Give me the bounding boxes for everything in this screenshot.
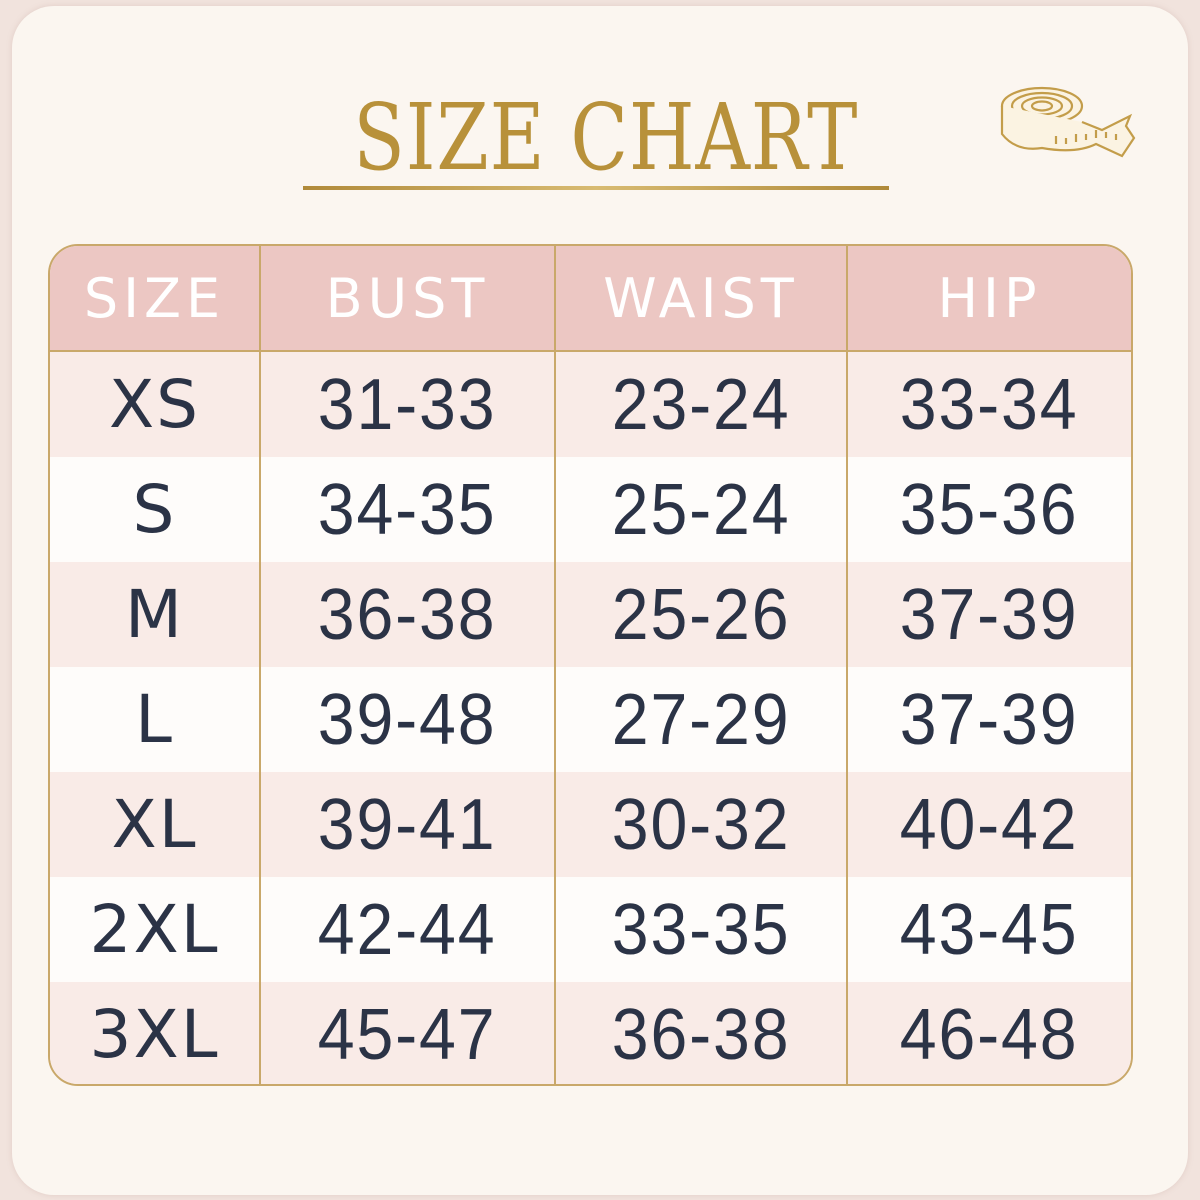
bust-cell: 31-33 bbox=[259, 352, 554, 457]
table-row: XL 39-41 30-32 40-42 bbox=[50, 772, 1131, 877]
waist-cell: 23-24 bbox=[554, 352, 846, 457]
hip-cell-text: 33-34 bbox=[900, 364, 1079, 445]
bust-cell-text: 34-35 bbox=[318, 469, 497, 550]
bust-cell-text: 36-38 bbox=[318, 574, 497, 655]
hip-cell: 40-42 bbox=[846, 772, 1131, 877]
hip-cell-text: 40-42 bbox=[900, 784, 1079, 865]
bust-cell: 45-47 bbox=[259, 982, 554, 1084]
waist-cell: 25-26 bbox=[554, 562, 846, 667]
size-cell-text: 3XL bbox=[89, 996, 220, 1073]
bust-cell: 34-35 bbox=[259, 457, 554, 562]
size-cell: L bbox=[50, 667, 259, 772]
table-header-row: SIZE BUST WAIST HIP bbox=[50, 246, 1131, 352]
bust-cell: 39-41 bbox=[259, 772, 554, 877]
size-cell: M bbox=[50, 562, 259, 667]
table-row: S 34-35 25-24 35-36 bbox=[50, 457, 1131, 562]
waist-cell-text: 25-24 bbox=[611, 469, 791, 550]
waist-cell-text: 33-35 bbox=[611, 889, 791, 970]
hip-cell-text: 37-39 bbox=[900, 679, 1079, 760]
bust-cell-text: 45-47 bbox=[318, 994, 497, 1075]
bust-cell-text: 42-44 bbox=[318, 889, 497, 970]
hip-cell: 33-34 bbox=[846, 352, 1131, 457]
hip-cell-text: 46-48 bbox=[900, 994, 1079, 1075]
title-underline bbox=[303, 186, 889, 190]
size-cell-text: M bbox=[125, 576, 184, 653]
table-row: XS 31-33 23-24 33-34 bbox=[50, 352, 1131, 457]
size-cell: XL bbox=[50, 772, 259, 877]
header-waist: WAIST bbox=[554, 246, 846, 350]
waist-cell-text: 27-29 bbox=[611, 679, 791, 760]
hip-cell: 37-39 bbox=[846, 667, 1131, 772]
size-cell: XS bbox=[50, 352, 259, 457]
hip-cell: 43-45 bbox=[846, 877, 1131, 982]
hip-cell-text: 37-39 bbox=[900, 574, 1079, 655]
hip-cell-text: 35-36 bbox=[900, 469, 1079, 550]
bust-cell: 36-38 bbox=[259, 562, 554, 667]
size-cell: 3XL bbox=[50, 982, 259, 1084]
table-row: L 39-48 27-29 37-39 bbox=[50, 667, 1131, 772]
hip-cell: 46-48 bbox=[846, 982, 1131, 1084]
size-cell-text: S bbox=[132, 471, 177, 548]
size-cell-text: XL bbox=[111, 786, 198, 863]
header-hip: HIP bbox=[846, 246, 1131, 350]
hip-cell: 37-39 bbox=[846, 562, 1131, 667]
header-size: SIZE bbox=[83, 266, 226, 330]
hip-cell: 35-36 bbox=[846, 457, 1131, 562]
waist-cell: 30-32 bbox=[554, 772, 846, 877]
header-bust: BUST bbox=[259, 246, 554, 350]
waist-cell-text: 25-26 bbox=[611, 574, 791, 655]
waist-cell-text: 30-32 bbox=[611, 784, 791, 865]
waist-cell: 27-29 bbox=[554, 667, 846, 772]
bust-cell: 39-48 bbox=[259, 667, 554, 772]
waist-cell: 25-24 bbox=[554, 457, 846, 562]
size-cell-text: XS bbox=[108, 366, 201, 443]
size-cell-text: 2XL bbox=[89, 891, 220, 968]
table-row: 3XL 45-47 36-38 46-48 bbox=[50, 982, 1131, 1084]
waist-cell-text: 36-38 bbox=[611, 994, 791, 1075]
bust-cell-text: 31-33 bbox=[318, 364, 497, 445]
size-table: SIZE BUST WAIST HIP XS 31-33 23-24 33-34 S 34… bbox=[48, 244, 1133, 1086]
bust-cell: 42-44 bbox=[259, 877, 554, 982]
page-title: SIZE CHART bbox=[353, 84, 859, 191]
size-cell: S bbox=[50, 457, 259, 562]
bust-cell-text: 39-48 bbox=[318, 679, 497, 760]
waist-cell: 33-35 bbox=[554, 877, 846, 982]
table-row: 2XL 42-44 33-35 43-45 bbox=[50, 877, 1131, 982]
waist-cell-text: 23-24 bbox=[611, 364, 791, 445]
size-cell-text: L bbox=[135, 681, 174, 758]
table-row: M 36-38 25-26 37-39 bbox=[50, 562, 1131, 667]
measuring-tape-icon bbox=[1000, 86, 1136, 158]
bust-cell-text: 39-41 bbox=[318, 784, 497, 865]
hip-cell-text: 43-45 bbox=[900, 889, 1079, 970]
waist-cell: 36-38 bbox=[554, 982, 846, 1084]
size-cell: 2XL bbox=[50, 877, 259, 982]
